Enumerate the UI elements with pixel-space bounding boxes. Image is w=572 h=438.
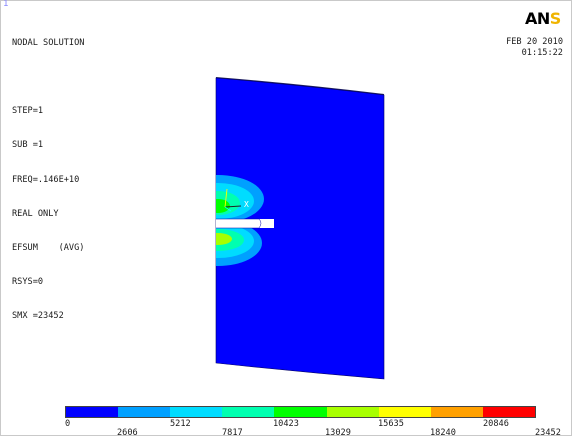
triad-z-axis (224, 206, 232, 212)
window-number: 1 (3, 0, 9, 9)
legend-swatch-2 (118, 407, 171, 417)
legend-swatch-8 (430, 407, 483, 417)
legend-swatch-9 (482, 407, 535, 417)
triad-x-axis (224, 205, 242, 208)
timestamp: FEB 20 2010 01:15:22 (506, 37, 563, 60)
triad-y-axis (224, 188, 228, 208)
solution-info: NODAL SOLUTION STEP=1 SUB =1 FREQ=.146E+… (12, 15, 84, 346)
time-label: 01:15:22 (521, 48, 563, 59)
field-hotspot (216, 175, 274, 266)
legend-swatch-7 (378, 407, 431, 417)
info-line-real: REAL ONLY (12, 208, 59, 219)
info-line-freq: FREQ=.146E+10 (12, 174, 80, 185)
legend-swatch-4 (222, 407, 275, 417)
info-line-title: NODAL SOLUTION (12, 37, 85, 48)
info-line-step: STEP=1 (12, 106, 44, 117)
contour-lower-4 (216, 233, 232, 245)
logo-accent: S (549, 11, 562, 27)
legend-swatch-5 (274, 407, 327, 417)
legend-swatch-3 (170, 407, 223, 417)
info-line-smx: SMX =23452 (12, 311, 64, 322)
slot-outline (216, 218, 262, 229)
info-line-efsum: EFSUM (AVG) (12, 243, 85, 254)
contour-upper-4 (216, 199, 230, 213)
legend-swatch-1 (66, 407, 119, 417)
logo-text: AN (525, 11, 550, 27)
contour-legend-bar (65, 406, 536, 418)
coordinate-triad: X (224, 188, 249, 212)
legend-swatch-6 (326, 407, 379, 417)
triad-x-label: X (244, 200, 249, 209)
info-line-rsys: RSYS=0 (12, 277, 44, 288)
structure-panel (215, 77, 385, 380)
info-line-sub: SUB =1 (12, 140, 44, 151)
ansys-logo: ANS (525, 11, 571, 27)
date-label: FEB 20 2010 (506, 37, 563, 47)
